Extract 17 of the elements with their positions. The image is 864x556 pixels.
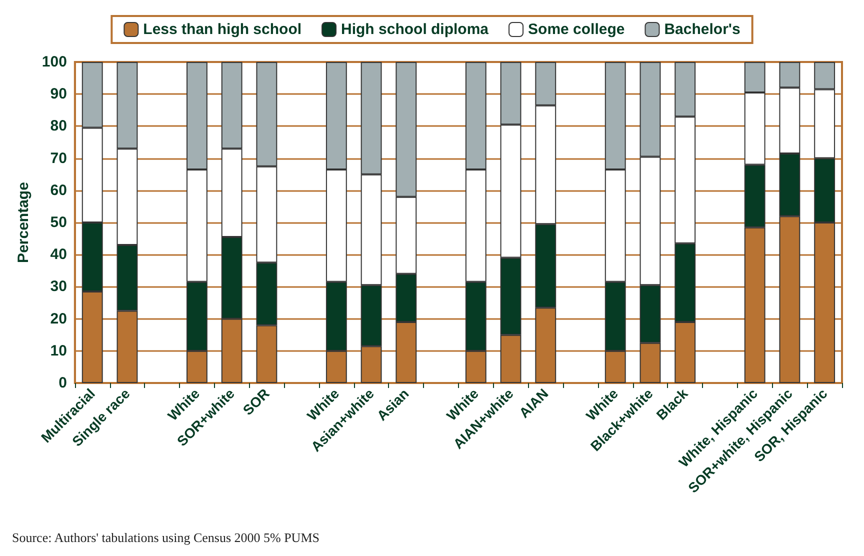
y-tick-label: 20	[50, 310, 67, 328]
y-tick-label: 70	[50, 150, 67, 167]
legend-label: Bachelor's	[664, 21, 740, 38]
y-tick-label: 80	[50, 118, 67, 135]
legend-label: Less than high school	[143, 21, 302, 38]
y-tick-label: 40	[50, 246, 67, 264]
y-tick-label: 90	[50, 86, 67, 103]
y-tick-label: 30	[50, 278, 67, 296]
y-tick-label: 100	[42, 54, 67, 70]
y-tick-label: 50	[50, 214, 67, 231]
legend-label: Some college	[528, 21, 625, 38]
y-tick-label: 60	[50, 182, 67, 199]
y-tick-label: 10	[50, 342, 67, 360]
source-note: Source: Authors' tabulations using Census 2000 5% PUMS	[12, 530, 320, 545]
legend-label: High school diploma	[341, 21, 490, 38]
y-axis-title: Percentage	[15, 182, 32, 263]
y-tick-label: 0	[58, 374, 67, 392]
